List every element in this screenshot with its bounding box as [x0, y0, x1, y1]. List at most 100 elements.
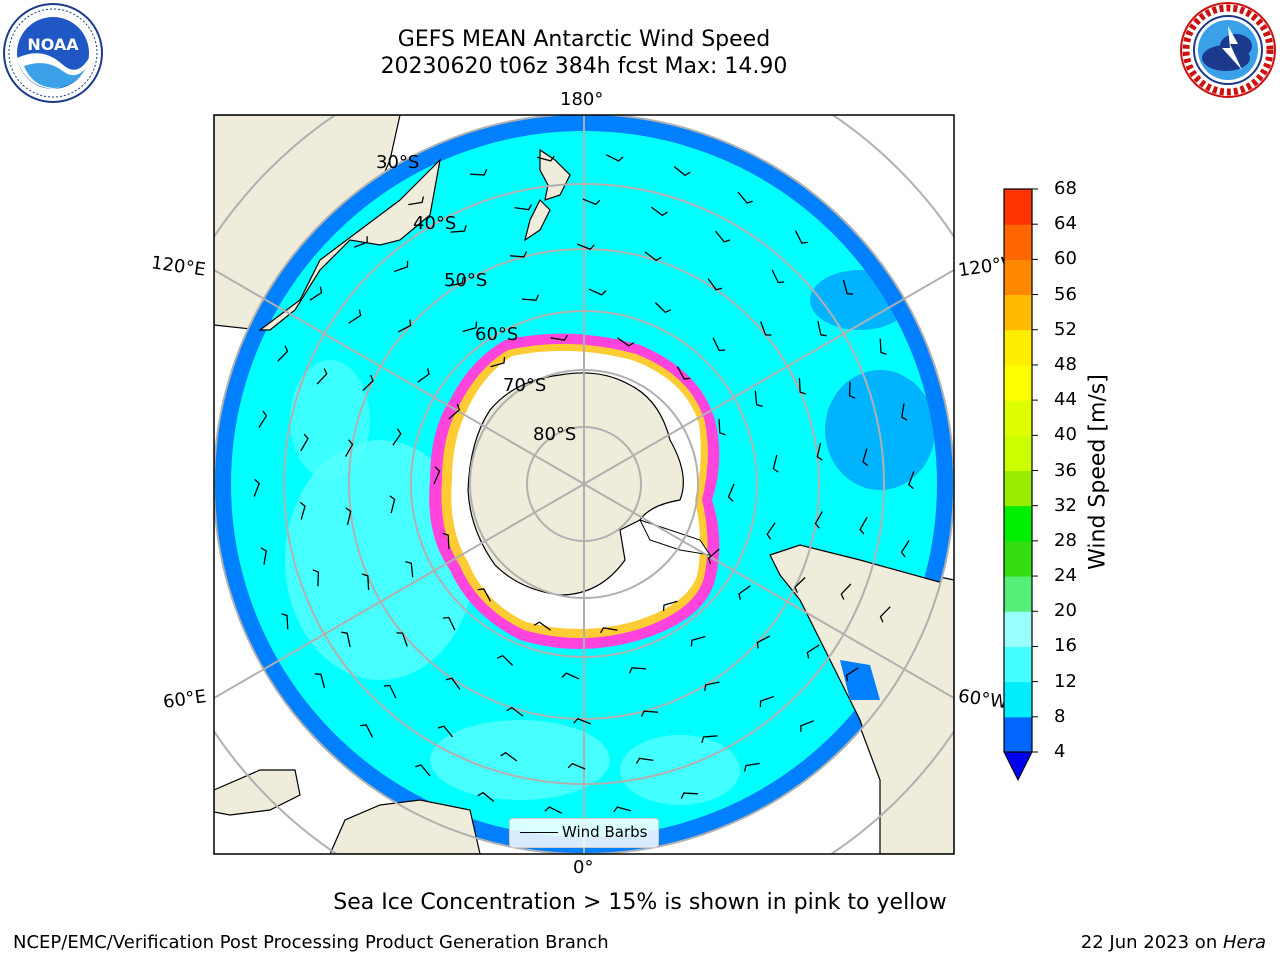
colorbar-box — [1004, 576, 1032, 612]
sea-ice-caption: Sea Ice Concentration > 15% is shown in … — [333, 890, 947, 915]
wind-barb — [383, 684, 397, 699]
wind-barb — [345, 439, 354, 457]
wind-barb — [654, 302, 672, 314]
wind-barb — [405, 560, 414, 578]
wind-barb — [714, 230, 731, 243]
wind-barb — [756, 635, 771, 649]
wind-barb — [771, 269, 785, 284]
wind-barb — [314, 673, 326, 689]
wind-barb — [605, 154, 624, 162]
wind-barb — [800, 720, 815, 732]
colorbar-tick-label: 12 — [1054, 670, 1077, 692]
colorbar-tick-label: 16 — [1054, 635, 1077, 657]
colorbar-box — [1004, 470, 1032, 507]
footer-branch: NCEP/EMC/Verification Post Processing Pr… — [13, 932, 609, 953]
wind-barb — [448, 403, 461, 420]
wind-barb — [814, 511, 823, 529]
colorbar-box — [1004, 611, 1032, 647]
wind-barb — [396, 632, 408, 647]
wind-barb — [588, 288, 607, 296]
colorbar-tick-label: 48 — [1054, 353, 1077, 375]
colorbar-tick-label: 52 — [1054, 318, 1077, 340]
wind-barb — [260, 547, 267, 565]
wind-barb — [353, 236, 368, 248]
wind-barb — [707, 548, 720, 565]
colorbar-extend-arrow — [1003, 751, 1033, 782]
lat-label-70s: 70°S — [503, 375, 547, 396]
wind-barb — [550, 334, 569, 341]
wind-barb — [737, 191, 753, 204]
wind-barb — [599, 627, 618, 634]
wind-barb — [582, 198, 601, 206]
wind-barb — [299, 501, 306, 520]
wind-barb — [676, 366, 691, 380]
wind-barb — [341, 631, 351, 648]
wind-barb — [640, 710, 659, 717]
wind-barb — [506, 706, 524, 717]
wind-barb — [712, 337, 726, 352]
chart-title: GEFS MEAN Antarctic Wind Speed — [397, 27, 771, 52]
wind-barb — [448, 277, 464, 287]
wind-barb — [415, 764, 431, 777]
wind-barb — [862, 448, 869, 467]
wind-barb — [417, 368, 430, 383]
wind-barb — [397, 319, 412, 333]
colorbar-box — [1004, 364, 1032, 401]
wind-barb — [707, 278, 723, 291]
colorbar-tick-label: 44 — [1054, 389, 1077, 411]
colorbar-tick-label: 32 — [1054, 494, 1077, 516]
wind-barb — [573, 718, 592, 725]
wind-barb — [727, 483, 735, 502]
wind-barb — [701, 735, 718, 743]
footer-date: 22 Jun 2023 on Hera — [1081, 932, 1266, 953]
wind-barb — [794, 230, 808, 244]
wind-barb — [348, 309, 362, 324]
wind-barb — [258, 410, 268, 428]
colorbar-tick-label: 24 — [1054, 565, 1077, 587]
wind-barb — [281, 613, 289, 630]
noaa-logo-text: NOAA — [27, 35, 79, 54]
lon-label-0: 0° — [573, 857, 594, 878]
wind-barb — [806, 644, 820, 659]
legend-label: Wind Barbs — [562, 823, 648, 841]
wind-barb — [509, 251, 528, 258]
wind-barb — [680, 792, 698, 799]
colorbar-box — [1004, 189, 1032, 225]
wind-barb — [879, 606, 891, 623]
colorbar-tick-label: 68 — [1054, 178, 1077, 199]
colorbar-box — [1004, 294, 1032, 331]
wind-barb — [901, 403, 908, 421]
wind-barb — [300, 433, 309, 452]
wind-barb — [561, 672, 580, 680]
wind-barb — [521, 294, 540, 301]
wind-barb — [442, 532, 450, 550]
wind-barb — [743, 762, 760, 772]
lon-label-180: 180° — [560, 89, 604, 110]
colorbar — [1003, 188, 1038, 782]
wind-barb — [316, 368, 328, 385]
lat-label-80s: 80°S — [533, 424, 577, 445]
colorbar-tick-label: 8 — [1054, 705, 1066, 727]
wind-barb — [277, 345, 289, 362]
wind-barb — [690, 635, 706, 647]
wind-barb — [635, 757, 654, 764]
colorbar-tick-label: 60 — [1054, 248, 1077, 270]
wind-barb — [490, 356, 506, 368]
antarctica — [467, 372, 684, 596]
wind-barb — [662, 600, 678, 612]
wind-barb — [617, 337, 635, 347]
wind-barb — [794, 577, 806, 593]
lat-label-30s: 30°S — [376, 152, 420, 173]
wind-barb — [470, 169, 488, 176]
wind-barb — [442, 616, 456, 631]
wind-barb — [879, 338, 887, 355]
wind-barb — [393, 260, 409, 273]
wind-barb — [628, 667, 647, 674]
footer-date-text: 22 Jun 2023 on — [1080, 932, 1223, 953]
wind-barb — [842, 279, 854, 295]
wind-barb — [536, 155, 555, 162]
wind-barb — [718, 418, 726, 436]
wind-barbs — [253, 154, 915, 814]
wind-barb — [754, 390, 763, 408]
colorbar-box — [1004, 259, 1032, 296]
